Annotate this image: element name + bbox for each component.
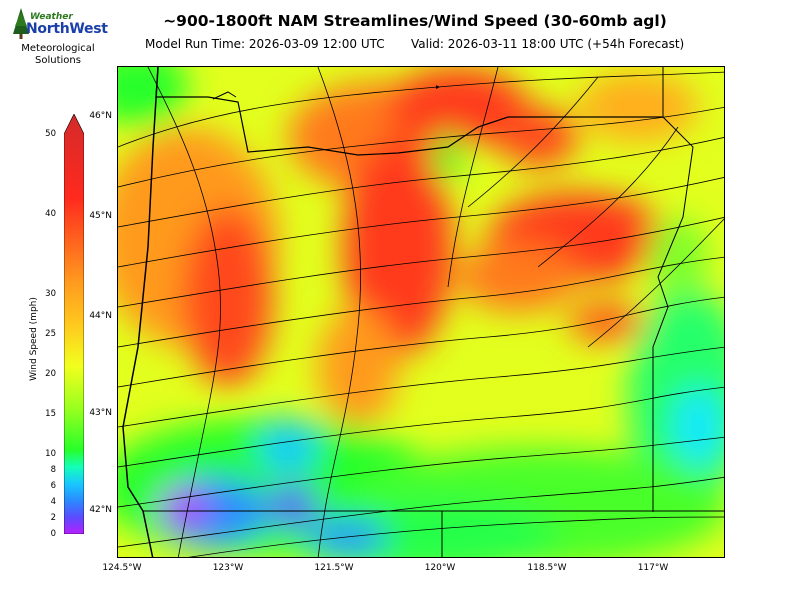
cb-tick-4: 4 <box>50 497 56 507</box>
cb-tick-0: 0 <box>50 529 56 539</box>
lat-label-42: 42°N <box>89 505 112 515</box>
map-canvas <box>118 67 724 557</box>
logo: Weather NorthWest Meteorological Solutio… <box>8 6 108 70</box>
lon-label-123: 123°W <box>212 563 244 573</box>
valid-time: Valid: 2026-03-11 18:00 UTC (+54h Foreca… <box>411 37 685 51</box>
lon-label-124-5: 124.5°W <box>102 563 142 573</box>
wind-speed-map <box>117 66 725 558</box>
cb-tick-40: 40 <box>45 209 56 219</box>
lon-label-117: 117°W <box>637 563 669 573</box>
logo-tagline-line2: Solutions <box>35 55 81 66</box>
colorbar-label: Wind Speed (mph) <box>29 297 39 381</box>
streamlines <box>118 67 724 557</box>
lat-label-46: 46°N <box>89 111 112 121</box>
wind-speed-field <box>118 67 724 557</box>
cb-tick-2: 2 <box>50 513 56 523</box>
cb-tick-10: 10 <box>45 449 56 459</box>
cb-tick-50: 50 <box>45 129 56 139</box>
lon-label-118-5: 118.5°W <box>527 563 567 573</box>
cb-tick-20: 20 <box>45 369 56 379</box>
cb-tick-25: 25 <box>45 329 56 339</box>
lat-label-44: 44°N <box>89 311 112 321</box>
lon-label-120: 120°W <box>424 563 456 573</box>
cb-tick-30: 30 <box>45 289 56 299</box>
cb-tick-6: 6 <box>50 481 56 491</box>
lat-label-43: 43°N <box>89 408 112 418</box>
logo-brand-main: NorthWest <box>26 21 108 37</box>
colorbar <box>64 114 84 534</box>
logo-brand-top: Weather <box>30 12 73 22</box>
cb-tick-8: 8 <box>50 465 56 475</box>
boundaries <box>122 67 724 557</box>
page-title: ~900-1800ft NAM Streamlines/Wind Speed (… <box>163 12 667 30</box>
cb-tick-15: 15 <box>45 409 56 419</box>
tree-icon <box>13 8 29 39</box>
logo-tagline-line1: Meteorological <box>21 43 95 54</box>
model-run-time: Model Run Time: 2026-03-09 12:00 UTC <box>145 37 385 51</box>
lat-label-45: 45°N <box>89 211 112 221</box>
logo-tagline: Meteorological Solutions <box>8 43 108 67</box>
lon-label-121-5: 121.5°W <box>314 563 354 573</box>
